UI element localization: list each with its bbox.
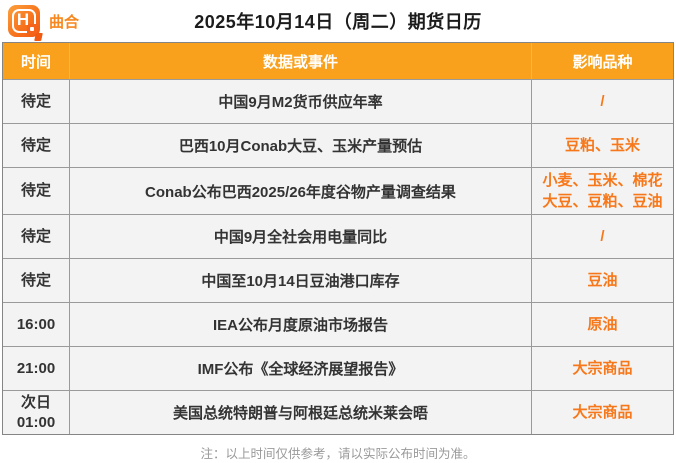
impact-cell: 豆粕、玉米 [531,124,673,167]
page-title: 2025年10月14日（周二）期货日历 [194,12,482,32]
event-cell: 中国至10月14日豆油港口库存 [69,259,531,302]
table-row: 待定 Conab公布巴西2025/26年度谷物产量调查结果 小麦、玉米、棉花 大… [3,167,673,214]
table-row: 16:00 IEA公布月度原油市场报告 原油 [3,302,673,346]
table-row: 次日 01:00 美国总统特朗普与阿根廷总统米莱会晤 大宗商品 [3,390,673,434]
table-row: 待定 巴西10月Conab大豆、玉米产量预估 豆粕、玉米 [3,123,673,167]
impact-cell: 小麦、玉米、棉花 大豆、豆粕、豆油 [531,168,673,214]
table-row: 待定 中国至10月14日豆油港口库存 豆油 [3,258,673,302]
event-cell: 美国总统特朗普与阿根廷总统米莱会晤 [69,391,531,434]
column-header-impact: 影响品种 [531,43,673,79]
impact-cell: / [531,80,673,123]
impact-cell: 原油 [531,303,673,346]
brand: H 曲合 [8,4,80,41]
impact-cell: 大宗商品 [531,347,673,390]
time-cell: 待定 [20,227,51,245]
event-cell: IEA公布月度原油市场报告 [69,303,531,346]
time-cell: 待定 [20,182,51,199]
impact-cell: 豆油 [531,259,673,302]
top-bar: H 曲合 2025年10月14日（周二）期货日历 [0,0,676,42]
brand-name: 曲合 [49,13,80,31]
impact-cell: / [531,215,673,258]
time-cell: 待定 [20,92,51,110]
time-cell: 待定 [20,136,51,154]
impact-cell: 大宗商品 [531,391,673,434]
futures-calendar-table: 时间 数据或事件 影响品种 待定 中国9月M2货币供应年率 / 待定 巴西10月… [2,42,674,435]
time-cell: 16:00 [16,315,56,333]
table-row: 待定 中国9月M2货币供应年率 / [3,79,673,123]
logo-letter: H [16,10,30,29]
table-row: 待定 中国9月全社会用电量同比 / [3,214,673,258]
table-header-row: 时间 数据或事件 影响品种 [3,43,673,79]
column-header-time: 时间 [20,53,51,71]
time-cell: 待定 [20,271,51,289]
time-cell: 21:00 [16,359,56,377]
time-cell: 次日 01:00 [16,393,56,431]
logo-dot [30,27,34,31]
footnote: 注：以上时间仅供参考，请以实际公布时间为准。 [200,447,476,461]
event-cell: 中国9月M2货币供应年率 [69,80,531,123]
event-cell: IMF公布《全球经济展望报告》 [69,347,531,390]
logo-frame [12,9,36,33]
event-cell: 巴西10月Conab大豆、玉米产量预估 [69,124,531,167]
quhe-logo-icon: H [8,5,43,41]
table-row: 21:00 IMF公布《全球经济展望报告》 大宗商品 [3,346,673,390]
event-cell: 中国9月全社会用电量同比 [69,215,531,258]
column-header-event: 数据或事件 [69,43,531,79]
event-cell: Conab公布巴西2025/26年度谷物产量调查结果 [69,168,531,214]
